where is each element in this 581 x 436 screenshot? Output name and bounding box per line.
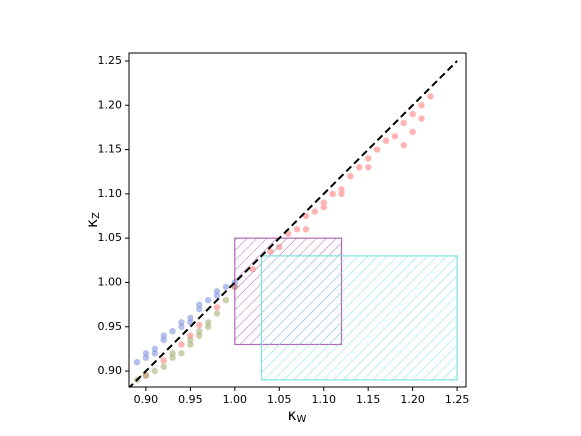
point (169, 354, 176, 361)
point (178, 323, 185, 330)
point (418, 115, 425, 122)
point (320, 203, 327, 211)
point (160, 332, 167, 339)
point (204, 323, 212, 330)
point (160, 357, 167, 364)
x-tick-label: 1.15 (356, 393, 381, 406)
point (373, 146, 381, 153)
y-tick-label: 1.05 (98, 231, 123, 244)
x-tick-label: 1.10 (311, 393, 336, 406)
point (222, 296, 230, 304)
x-label-symbol: κ (288, 406, 297, 424)
y-axis-label: κZ (83, 212, 103, 228)
point (391, 133, 399, 140)
point (400, 141, 407, 149)
y-tick-label: 0.95 (98, 320, 123, 333)
point (142, 350, 150, 357)
x-tick-label: 0.95 (178, 393, 203, 406)
point (133, 358, 141, 366)
point (427, 93, 434, 100)
point (178, 350, 185, 357)
y-label-symbol: κ (83, 219, 101, 228)
point (400, 119, 407, 127)
x-tick-label: 1.25 (445, 393, 470, 406)
plot-area (129, 60, 458, 387)
hatched-region (260, 255, 458, 381)
point (187, 341, 194, 348)
y-tick-label: 1.25 (98, 54, 123, 67)
point (382, 137, 390, 144)
x-label-subscript: W (296, 414, 306, 425)
point (142, 354, 150, 361)
point (169, 350, 176, 357)
x-tick-label: 1.20 (400, 393, 425, 406)
point (329, 190, 336, 198)
x-tick-label: 1.05 (267, 393, 292, 406)
point (204, 296, 212, 304)
point (364, 164, 372, 171)
point (142, 372, 150, 379)
point (160, 363, 167, 370)
y-label-subscript: Z (91, 212, 102, 219)
point (196, 332, 203, 339)
point (320, 199, 327, 206)
x-axis-label: κW (288, 406, 307, 426)
x-tick-label: 1.00 (223, 393, 248, 406)
point (213, 304, 221, 311)
y-tick-label: 1.20 (98, 98, 123, 111)
point (356, 164, 363, 171)
point (160, 336, 167, 344)
point (364, 155, 372, 162)
point (213, 310, 221, 317)
point (187, 314, 194, 322)
point (178, 319, 185, 326)
point (338, 186, 345, 193)
point (169, 327, 176, 335)
point (302, 226, 310, 233)
point (151, 350, 158, 357)
point (187, 332, 194, 339)
point (418, 102, 425, 109)
reference-line (129, 60, 458, 387)
point (338, 190, 345, 198)
point (196, 301, 203, 308)
point (196, 321, 203, 329)
point (222, 283, 230, 291)
point (311, 208, 319, 215)
point (178, 341, 185, 348)
x-tick-label: 0.90 (134, 393, 159, 406)
point (196, 327, 203, 335)
y-tick-label: 1.15 (98, 143, 123, 156)
point (204, 319, 212, 326)
point (151, 345, 158, 353)
point (347, 172, 354, 180)
point (151, 367, 158, 375)
y-tick-label: 0.90 (98, 364, 123, 377)
y-tick-label: 1.10 (98, 187, 123, 200)
axes-frame (128, 52, 467, 388)
point (196, 305, 203, 313)
point (213, 292, 221, 299)
y-tick-label: 1.00 (98, 275, 123, 288)
point (187, 336, 194, 344)
point (293, 226, 301, 233)
point (409, 110, 416, 118)
point (409, 128, 416, 136)
point (213, 288, 221, 295)
